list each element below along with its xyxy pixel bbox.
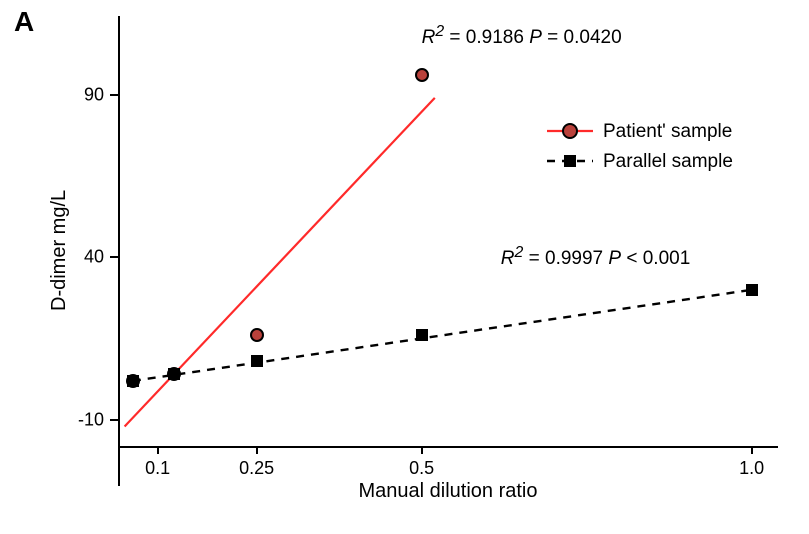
patient-stats-annotation: R2 = 0.9186 P = 0.0420 bbox=[422, 23, 622, 49]
x-tick-label: 0.1 bbox=[145, 458, 170, 479]
x-axis-line bbox=[118, 446, 778, 448]
parallel-marker bbox=[168, 368, 180, 380]
series-lines bbox=[118, 36, 778, 446]
plot-area: 0.10.250.51.0-104090 bbox=[118, 36, 778, 446]
x-tick-label: 1.0 bbox=[739, 458, 764, 479]
parallel-marker bbox=[746, 284, 758, 296]
y-axis-line bbox=[118, 16, 120, 486]
y-axis-title: D-dimer mg/L bbox=[48, 190, 71, 311]
y-tick bbox=[110, 256, 118, 258]
parallel-marker bbox=[127, 375, 139, 387]
patient-marker bbox=[250, 328, 264, 342]
y-tick bbox=[110, 419, 118, 421]
y-tick-label: -10 bbox=[78, 409, 104, 430]
y-tick-label: 40 bbox=[84, 247, 104, 268]
x-tick-label: 0.25 bbox=[239, 458, 274, 479]
patient-marker bbox=[415, 68, 429, 82]
legend-label-patient: Patient' sample bbox=[603, 121, 732, 143]
x-tick bbox=[751, 446, 753, 454]
parallel-marker bbox=[251, 355, 263, 367]
x-tick bbox=[256, 446, 258, 454]
parallel-fit-line bbox=[133, 290, 752, 381]
x-tick-label: 0.5 bbox=[409, 458, 434, 479]
parallel-stats-annotation: R2 = 0.9997 P < 0.001 bbox=[501, 244, 690, 270]
x-axis-title: Manual dilution ratio bbox=[359, 480, 538, 503]
x-tick bbox=[157, 446, 159, 454]
y-tick bbox=[110, 94, 118, 96]
x-tick bbox=[421, 446, 423, 454]
legend-label-parallel: Parallel sample bbox=[603, 151, 733, 173]
y-tick-label: 90 bbox=[84, 84, 104, 105]
panel-label: A bbox=[14, 6, 34, 38]
parallel-marker bbox=[416, 329, 428, 341]
